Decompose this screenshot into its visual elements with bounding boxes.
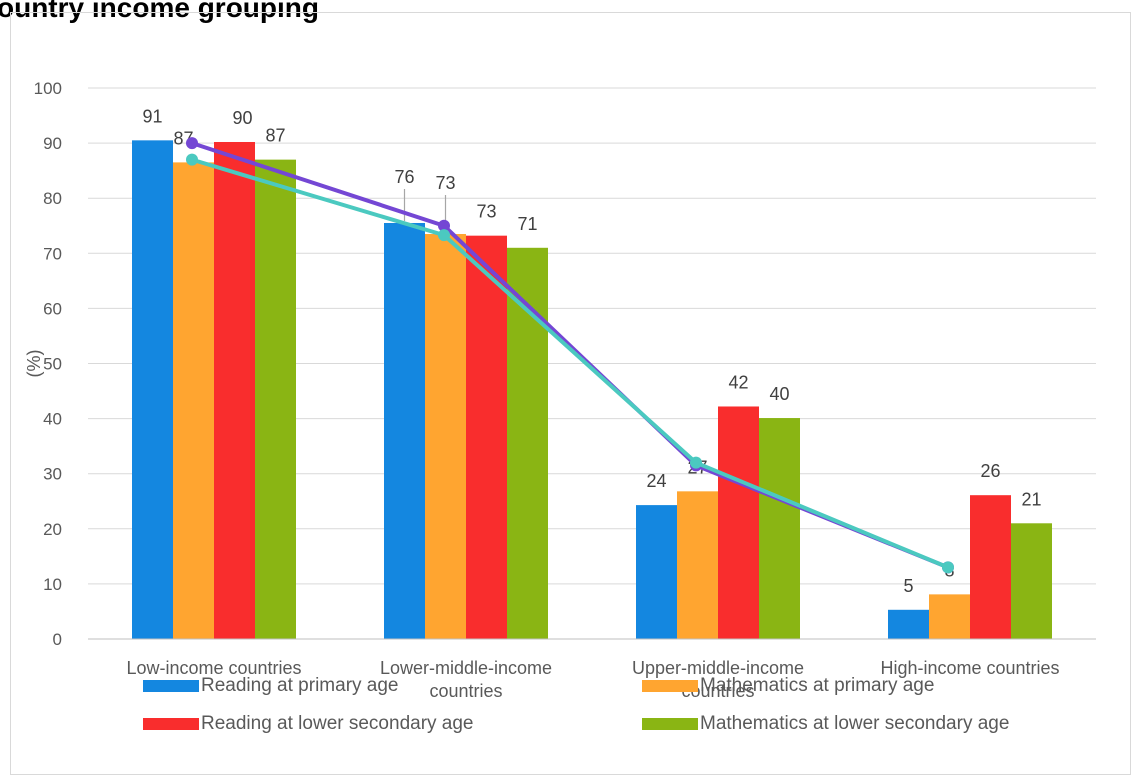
data-label: 26 <box>980 461 1000 481</box>
y-tick-label: 100 <box>34 79 62 98</box>
x-tick-label: High-income countries <box>880 658 1059 678</box>
legend-label: Mathematics at lower secondary age <box>700 713 1010 734</box>
data-label: 42 <box>728 372 748 392</box>
legend-swatch <box>642 718 698 730</box>
y-tick-label: 40 <box>43 410 62 429</box>
y-tick-label: 50 <box>43 355 62 374</box>
data-label: 73 <box>476 202 496 222</box>
line-point <box>186 137 198 150</box>
bar <box>132 140 173 639</box>
legend-label: Reading at primary age <box>201 675 399 696</box>
bar <box>636 505 677 639</box>
x-tick-label: Upper-middle-income countries <box>632 658 804 701</box>
data-label: 71 <box>517 214 537 234</box>
bar <box>173 162 214 639</box>
data-label: 24 <box>646 471 666 491</box>
legend-swatch <box>642 680 698 692</box>
legend-label: Reading at lower secondary age <box>201 713 474 734</box>
bar <box>425 234 466 639</box>
line-point <box>186 153 198 166</box>
chart-title: ountry income grouping <box>0 0 319 23</box>
bar <box>677 491 718 639</box>
legend-item: Reading at lower secondary age <box>143 713 474 735</box>
y-tick-label: 70 <box>43 244 62 263</box>
bar <box>888 609 929 639</box>
y-tick-label: 60 <box>43 299 62 318</box>
y-tick-label: 80 <box>43 189 62 208</box>
line-point <box>942 561 954 574</box>
line-point <box>690 456 702 469</box>
x-tick-label: Lower-middle-income countries <box>380 658 552 701</box>
bar <box>929 594 970 639</box>
line-point <box>438 229 450 242</box>
bar <box>718 406 759 639</box>
y-axis-title: (%) <box>24 350 44 378</box>
data-label: 90 <box>232 108 252 128</box>
bar <box>759 418 800 639</box>
data-label: 87 <box>265 126 285 146</box>
x-tick-label: Low-income countries <box>126 658 301 678</box>
legend-label: Mathematics at primary age <box>700 675 935 696</box>
bar <box>255 159 296 639</box>
data-label: 73 <box>435 173 455 193</box>
legend-swatch <box>143 718 199 730</box>
line-point <box>438 219 450 232</box>
legend-swatch <box>143 680 199 692</box>
data-label: 21 <box>1021 489 1041 509</box>
data-label: 91 <box>142 106 162 126</box>
bar <box>970 495 1011 639</box>
series-line <box>191 157 949 570</box>
bar <box>214 141 255 640</box>
legend-item: Mathematics at lower secondary age <box>642 713 1009 735</box>
chart-area <box>10 12 1131 775</box>
y-tick-label: 20 <box>43 520 62 539</box>
legend-item: Reading at primary age <box>143 675 399 697</box>
bar <box>1011 523 1052 639</box>
bar <box>384 222 425 639</box>
y-tick-label: 0 <box>53 630 62 649</box>
y-tick-label: 10 <box>43 575 62 594</box>
data-label: 40 <box>769 384 789 404</box>
data-label: 5 <box>903 576 913 596</box>
data-label: 76 <box>394 167 414 187</box>
bar <box>466 235 507 639</box>
y-tick-label: 30 <box>43 465 62 484</box>
y-tick-label: 90 <box>43 134 62 153</box>
series-line <box>191 141 949 570</box>
legend-item: Mathematics at primary age <box>642 675 934 697</box>
